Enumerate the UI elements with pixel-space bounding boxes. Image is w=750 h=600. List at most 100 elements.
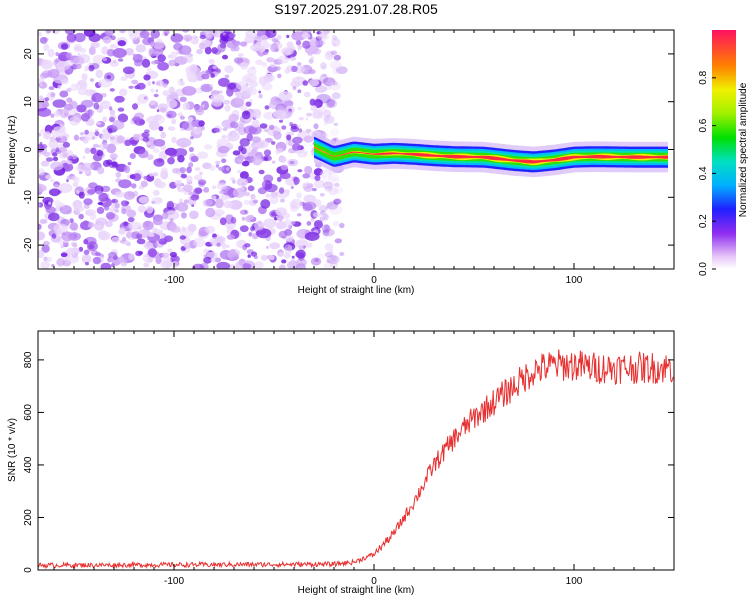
noise-blob (162, 83, 168, 88)
noise-blob (325, 206, 329, 211)
noise-blob (39, 72, 49, 79)
noise-blob (60, 245, 65, 248)
noise-blob (251, 119, 260, 128)
noise-blob (118, 227, 126, 234)
noise-blob (259, 34, 269, 43)
noise-blob (48, 86, 55, 91)
noise-blob (248, 232, 253, 237)
noise-blob (220, 242, 227, 248)
figure-title: S197.2025.291.07.28.R05 (274, 1, 438, 17)
noise-blob (254, 221, 265, 231)
noise-blob (116, 135, 125, 144)
noise-blob (190, 136, 194, 140)
noise-blob (183, 242, 191, 249)
noise-blob (333, 137, 339, 141)
noise-blob (88, 64, 95, 72)
noise-blob (323, 233, 329, 239)
noise-blob (83, 249, 90, 255)
noise-blob (310, 105, 318, 112)
noise-blob (319, 192, 325, 197)
noise-blob (55, 230, 63, 237)
noise-blob (286, 134, 292, 141)
noise-blob (309, 98, 316, 106)
noise-blob (279, 156, 287, 163)
noise-blob (132, 103, 138, 110)
noise-blob (240, 41, 248, 47)
noise-blob (277, 214, 284, 222)
noise-blob (111, 199, 116, 203)
noise-blob (122, 66, 135, 75)
noise-blob (208, 165, 216, 172)
noise-blob (155, 89, 159, 93)
noise-blob (280, 164, 288, 171)
noise-blob (55, 52, 59, 57)
spectrogram-x-label: Height of straight line (km) (298, 285, 415, 296)
noise-blob (216, 182, 227, 190)
noise-blob (239, 225, 249, 233)
noise-blob (252, 156, 263, 166)
noise-blob (192, 263, 205, 269)
noise-blob (320, 64, 328, 71)
noise-blob (186, 175, 193, 183)
noise-blob (102, 142, 109, 149)
noise-blob (328, 205, 343, 215)
noise-blob (92, 143, 99, 148)
noise-blob (268, 124, 275, 130)
noise-blob (173, 148, 188, 158)
noise-blob (160, 167, 168, 174)
noise-blob (278, 187, 285, 194)
noise-blob (211, 47, 218, 54)
noise-blob (114, 209, 120, 213)
noise-blob (261, 62, 268, 67)
noise-blob (290, 198, 303, 209)
noise-blob (284, 189, 290, 194)
noise-blob (124, 48, 134, 56)
noise-blob (221, 158, 227, 163)
noise-blob (38, 31, 42, 37)
noise-blob (323, 121, 328, 126)
noise-blob (304, 165, 313, 175)
noise-blob (39, 219, 48, 224)
noise-blob (100, 262, 112, 269)
noise-blob (247, 185, 255, 192)
noise-blob (330, 50, 337, 56)
noise-blob (71, 175, 77, 181)
noise-blob (152, 217, 163, 226)
noise-blob (89, 213, 96, 221)
noise-blob (155, 81, 161, 86)
noise-blob (139, 30, 150, 39)
noise-blob (290, 220, 296, 225)
noise-blob (158, 238, 168, 245)
noise-blob (156, 38, 163, 44)
noise-blob (112, 119, 125, 130)
noise-blob (278, 91, 293, 101)
noise-blob (141, 58, 151, 68)
noise-blob (86, 241, 98, 252)
noise-blob (302, 201, 317, 211)
noise-blob (276, 215, 279, 219)
noise-blob (106, 48, 115, 57)
noise-blob (256, 30, 266, 35)
noise-blob (70, 83, 78, 92)
noise-blob (102, 159, 111, 168)
signal-ridge (314, 131, 668, 178)
noise-blob (205, 207, 216, 218)
noise-blob (95, 252, 101, 257)
noise-blob (96, 150, 104, 157)
noise-blob (105, 211, 116, 220)
noise-blob (219, 217, 227, 226)
noise-blob (284, 228, 293, 236)
colorbar-ticks: 0.0 0.2 0.4 0.6 0.8 (698, 70, 716, 276)
noise-blob (143, 96, 148, 100)
noise-blob (187, 116, 194, 122)
noise-blob (242, 263, 252, 269)
noise-blob (148, 232, 155, 237)
noise-blob (41, 244, 50, 253)
colorbar-tick-label: 0.8 (698, 70, 709, 84)
noise-blob (167, 248, 173, 253)
noise-blob (260, 254, 268, 261)
noise-blob (62, 152, 69, 157)
noise-blob (39, 95, 43, 99)
noise-blob (297, 89, 302, 94)
noise-blob (169, 218, 174, 223)
